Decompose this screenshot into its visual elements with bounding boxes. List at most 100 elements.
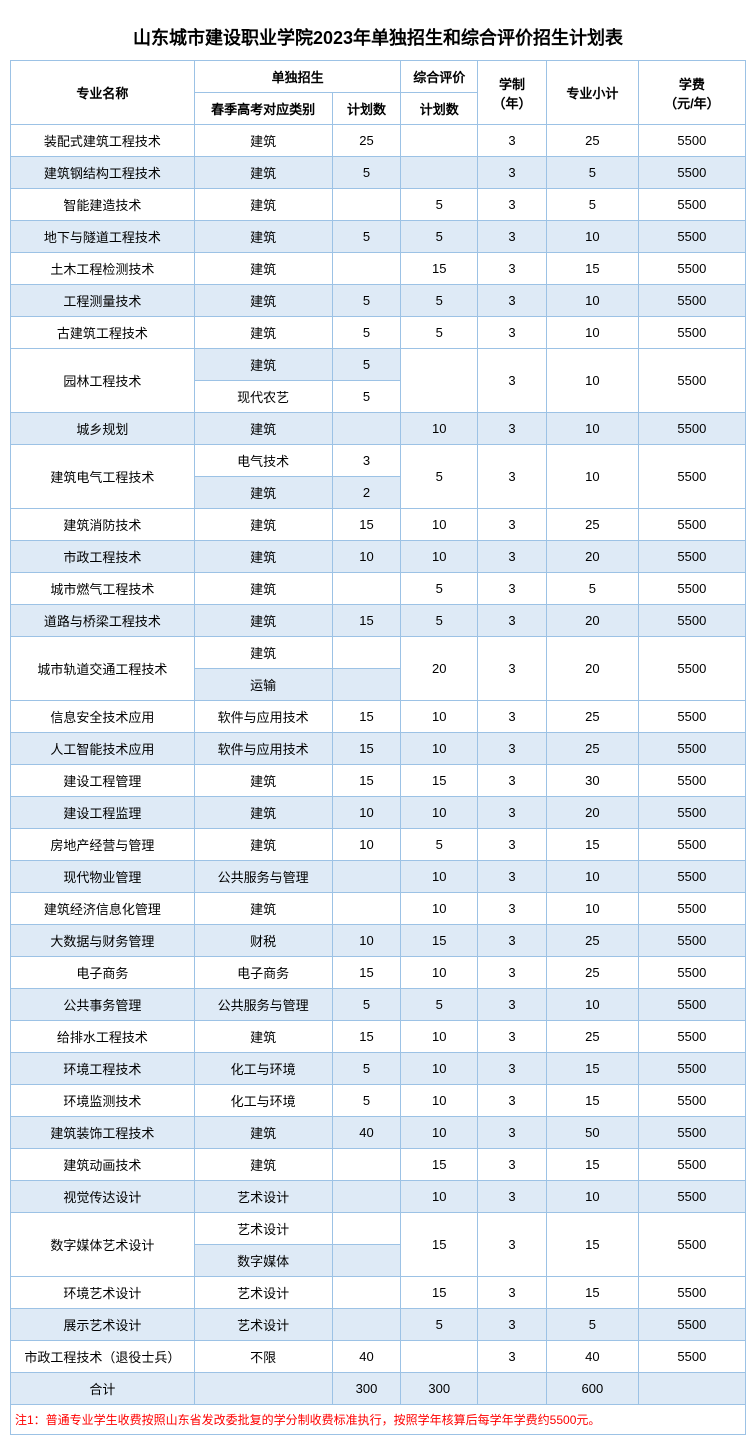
cell-cat: 建筑 bbox=[194, 541, 332, 573]
cell-p1 bbox=[332, 189, 401, 221]
cell-yr: 3 bbox=[478, 1213, 547, 1277]
cell-sub: 15 bbox=[546, 253, 638, 285]
table-row: 地下与隧道工程技术建筑553105500 bbox=[11, 221, 746, 253]
table-row: 视觉传达设计艺术设计103105500 bbox=[11, 1181, 746, 1213]
cell-p1: 15 bbox=[332, 1021, 401, 1053]
cell-p2: 5 bbox=[401, 829, 478, 861]
cell-p2: 10 bbox=[401, 413, 478, 445]
cell-p2: 15 bbox=[401, 1213, 478, 1277]
cell-fee: 5500 bbox=[638, 1213, 745, 1277]
cell-p1: 15 bbox=[332, 605, 401, 637]
cell-major: 建筑消防技术 bbox=[11, 509, 195, 541]
cell-major: 环境监测技术 bbox=[11, 1085, 195, 1117]
cell-p2: 15 bbox=[401, 765, 478, 797]
cell-p2: 5 bbox=[401, 317, 478, 349]
cell-yr: 3 bbox=[478, 605, 547, 637]
cell-cat: 电气技术 bbox=[194, 445, 332, 477]
cell-fee: 5500 bbox=[638, 1181, 745, 1213]
cell-yr: 3 bbox=[478, 1117, 547, 1149]
cell-sub: 20 bbox=[546, 637, 638, 701]
cell-major: 建筑动画技术 bbox=[11, 1149, 195, 1181]
cell-cat: 建筑 bbox=[194, 1021, 332, 1053]
cell-sub: 10 bbox=[546, 413, 638, 445]
cell-sub: 50 bbox=[546, 1117, 638, 1149]
cell-yr: 3 bbox=[478, 701, 547, 733]
cell-sub: 15 bbox=[546, 1277, 638, 1309]
th-years: 学制 （年） bbox=[478, 61, 547, 125]
cell-p1: 10 bbox=[332, 829, 401, 861]
cell-major: 市政工程技术（退役士兵） bbox=[11, 1341, 195, 1373]
cell-p1 bbox=[332, 573, 401, 605]
cell-p2: 10 bbox=[401, 893, 478, 925]
cell-yr: 3 bbox=[478, 765, 547, 797]
cell-major: 市政工程技术 bbox=[11, 541, 195, 573]
table-row: 建筑钢结构工程技术建筑5355500 bbox=[11, 157, 746, 189]
cell-yr: 3 bbox=[478, 285, 547, 317]
cell-sub: 10 bbox=[546, 349, 638, 413]
cell-p2: 10 bbox=[401, 541, 478, 573]
cell-p2: 20 bbox=[401, 637, 478, 701]
cell-p2: 10 bbox=[401, 1181, 478, 1213]
cell-p1 bbox=[332, 861, 401, 893]
cell-p2: 5 bbox=[401, 605, 478, 637]
cell-p2 bbox=[401, 1341, 478, 1373]
cell-yr: 3 bbox=[478, 445, 547, 509]
table-row: 土木工程检测技术建筑153155500 bbox=[11, 253, 746, 285]
cell-yr: 3 bbox=[478, 989, 547, 1021]
admissions-table: 专业名称 单独招生 综合评价 学制 （年） 专业小计 学费 （元/年） 春季高考… bbox=[10, 60, 746, 1405]
cell-yr: 3 bbox=[478, 189, 547, 221]
cell-p2: 15 bbox=[401, 253, 478, 285]
cell-p1 bbox=[332, 637, 401, 669]
cell-sub: 25 bbox=[546, 125, 638, 157]
cell-major: 大数据与财务管理 bbox=[11, 925, 195, 957]
table-row: 城乡规划建筑103105500 bbox=[11, 413, 746, 445]
cell-p1: 15 bbox=[332, 701, 401, 733]
cell-p2: 300 bbox=[401, 1373, 478, 1405]
cell-p1 bbox=[332, 1181, 401, 1213]
cell-p1 bbox=[332, 669, 401, 701]
table-row: 环境艺术设计艺术设计153155500 bbox=[11, 1277, 746, 1309]
page-title: 山东城市建设职业学院2023年单独招生和综合评价招生计划表 bbox=[10, 10, 746, 60]
cell-cat: 建筑 bbox=[194, 349, 332, 381]
cell-p1 bbox=[332, 893, 401, 925]
cell-p1 bbox=[332, 1149, 401, 1181]
cell-major: 房地产经营与管理 bbox=[11, 829, 195, 861]
table-row: 房地产经营与管理建筑1053155500 bbox=[11, 829, 746, 861]
cell-cat: 软件与应用技术 bbox=[194, 733, 332, 765]
th-cat: 春季高考对应类别 bbox=[194, 93, 332, 125]
table-row: 建筑动画技术建筑153155500 bbox=[11, 1149, 746, 1181]
cell-fee: 5500 bbox=[638, 349, 745, 413]
cell-p1: 5 bbox=[332, 989, 401, 1021]
cell-sub: 20 bbox=[546, 605, 638, 637]
cell-fee: 5500 bbox=[638, 957, 745, 989]
cell-p2: 10 bbox=[401, 797, 478, 829]
table-row: 人工智能技术应用软件与应用技术15103255500 bbox=[11, 733, 746, 765]
cell-p1: 15 bbox=[332, 733, 401, 765]
cell-cat: 建筑 bbox=[194, 893, 332, 925]
cell-sub: 30 bbox=[546, 765, 638, 797]
cell-major: 建筑电气工程技术 bbox=[11, 445, 195, 509]
cell-cat: 艺术设计 bbox=[194, 1277, 332, 1309]
cell-p1: 5 bbox=[332, 1085, 401, 1117]
cell-major: 环境工程技术 bbox=[11, 1053, 195, 1085]
th-group1: 单独招生 bbox=[194, 61, 401, 93]
cell-fee: 5500 bbox=[638, 605, 745, 637]
cell-sub: 20 bbox=[546, 797, 638, 829]
table-row: 环境工程技术化工与环境5103155500 bbox=[11, 1053, 746, 1085]
cell-p2: 10 bbox=[401, 1021, 478, 1053]
table-row: 大数据与财务管理财税10153255500 bbox=[11, 925, 746, 957]
cell-fee: 5500 bbox=[638, 317, 745, 349]
cell-sub: 5 bbox=[546, 157, 638, 189]
cell-fee: 5500 bbox=[638, 893, 745, 925]
cell-p1 bbox=[332, 413, 401, 445]
cell-sub: 15 bbox=[546, 1149, 638, 1181]
cell-p1: 15 bbox=[332, 509, 401, 541]
cell-sub: 15 bbox=[546, 1053, 638, 1085]
cell-yr: 3 bbox=[478, 125, 547, 157]
cell-fee: 5500 bbox=[638, 413, 745, 445]
cell-cat: 建筑 bbox=[194, 477, 332, 509]
cell-p1: 2 bbox=[332, 477, 401, 509]
cell-sub: 10 bbox=[546, 989, 638, 1021]
table-row: 建设工程管理建筑15153305500 bbox=[11, 765, 746, 797]
cell-p1 bbox=[332, 253, 401, 285]
